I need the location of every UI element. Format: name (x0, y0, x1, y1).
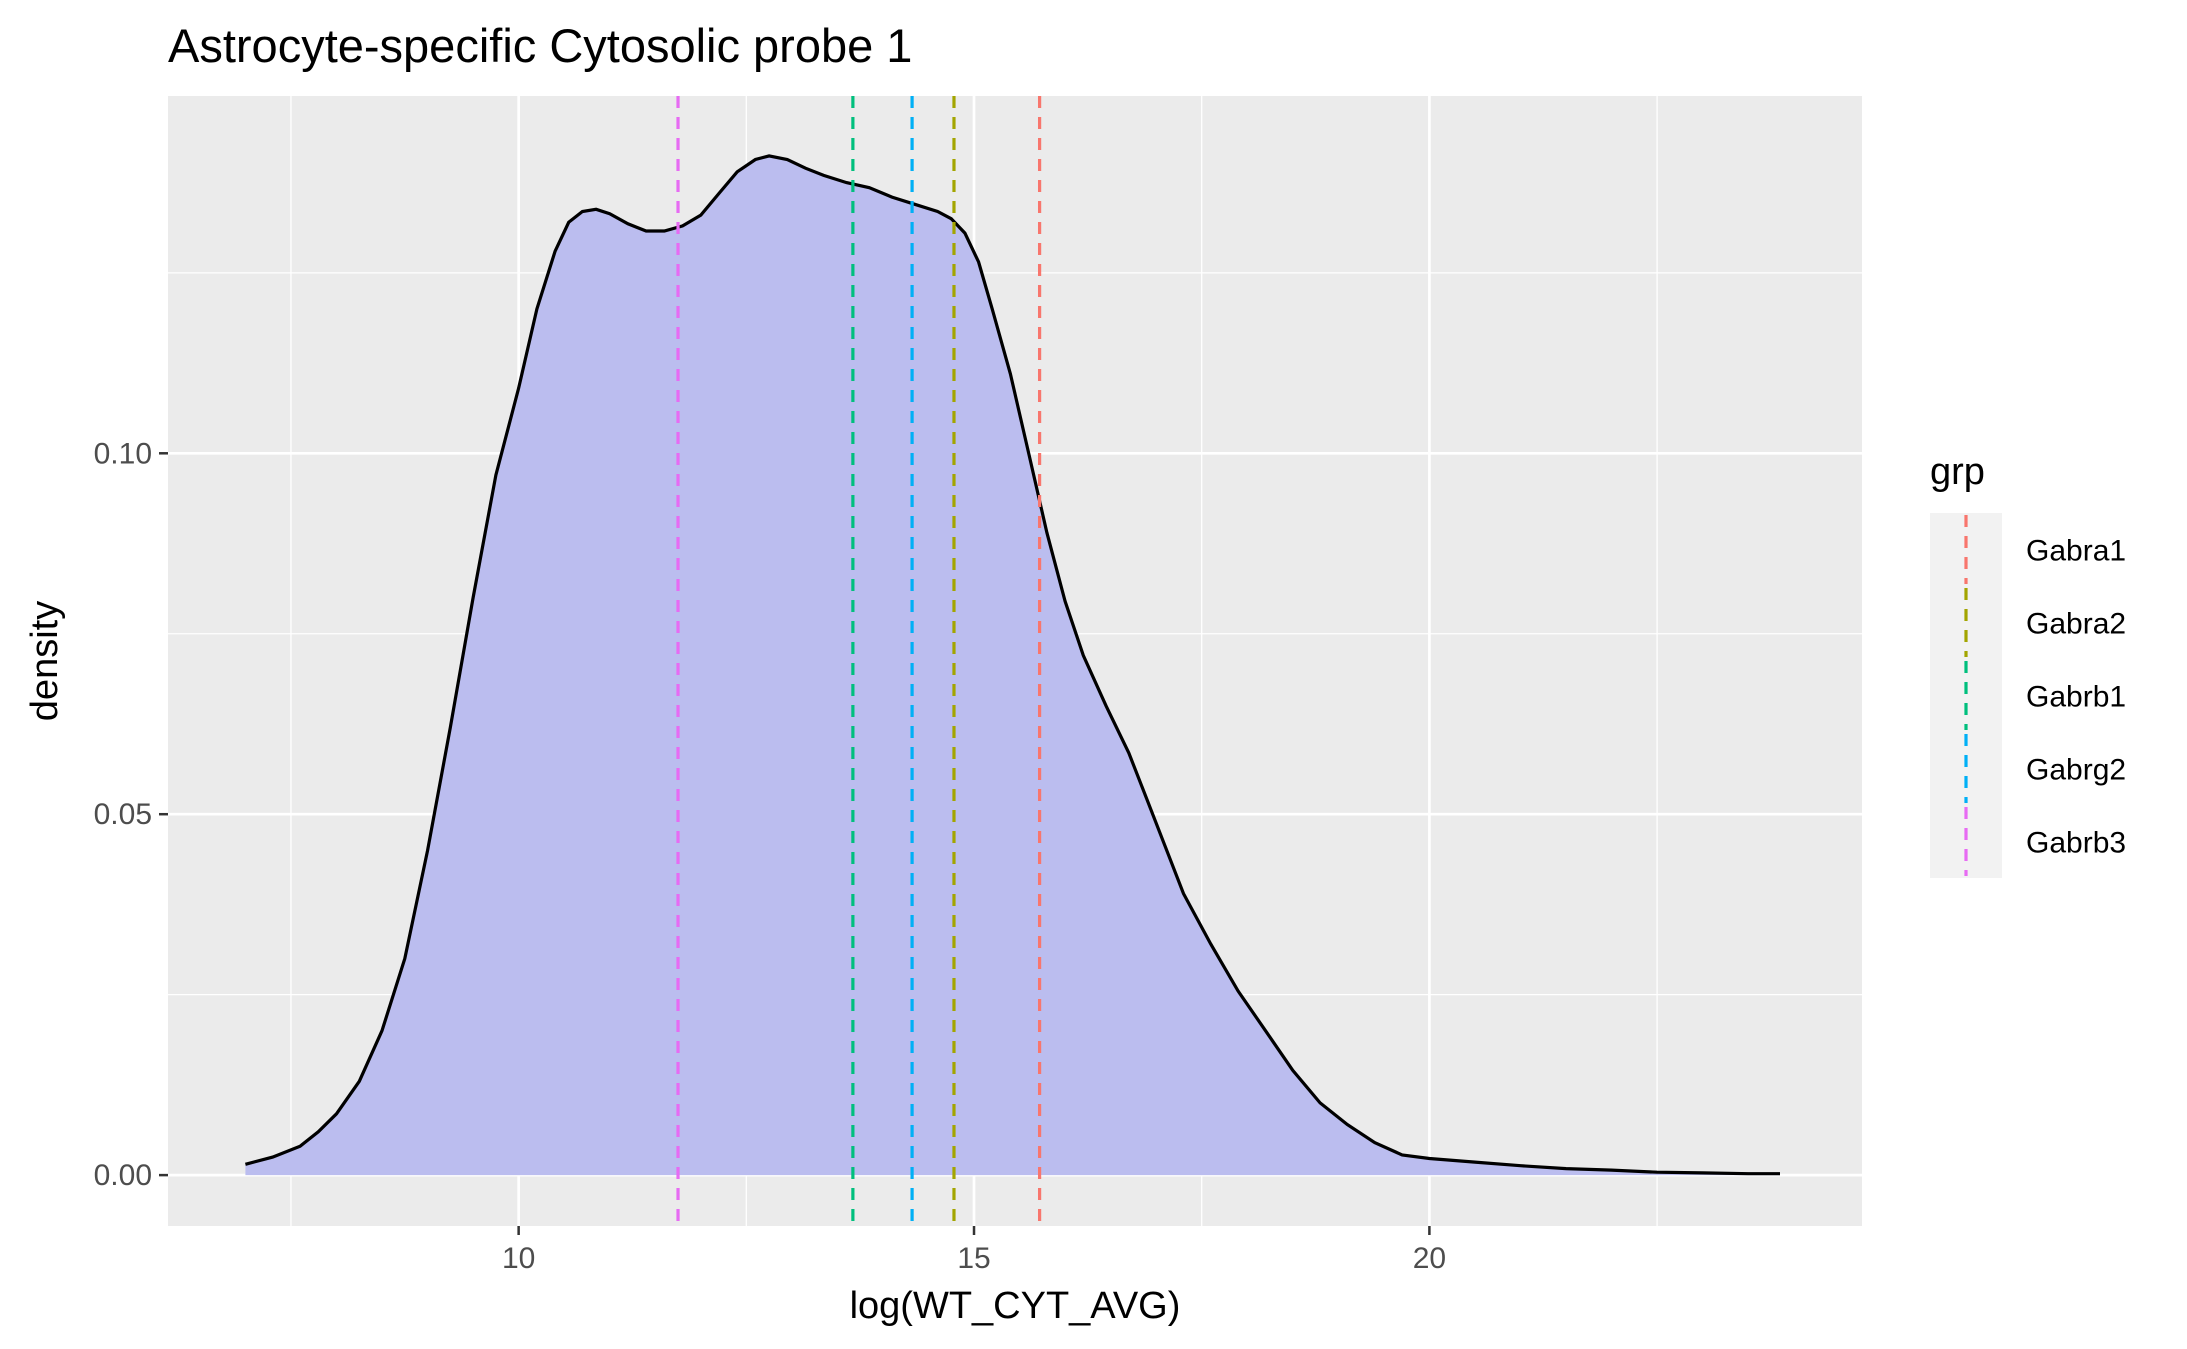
density-curve (244, 154, 1780, 1176)
chart-title: Astrocyte-specific Cytosolic probe 1 (168, 19, 912, 72)
legend-label: Gabrg2 (2026, 754, 2126, 787)
y-axis-title: density (24, 601, 66, 721)
legend-label: Gabrb3 (2026, 827, 2126, 860)
legend-label: Gabra1 (2026, 535, 2126, 568)
x-axis-title: log(WT_CYT_AVG) (850, 1285, 1181, 1327)
x-tick-label: 20 (1413, 1242, 1446, 1275)
y-tick-label: 0.00 (94, 1159, 152, 1192)
y-tick-label: 0.05 (94, 798, 152, 831)
legend-label: Gabra2 (2026, 608, 2126, 641)
x-tick-label: 15 (957, 1242, 990, 1275)
y-axis: 0.00 0.05 0.10 (94, 437, 168, 1192)
density-area (245, 155, 1780, 1176)
y-tick-label: 0.10 (94, 437, 152, 470)
x-axis: 10 15 20 (502, 1226, 1446, 1275)
x-tick-label: 10 (502, 1242, 535, 1275)
legend: grp Gabra1 Gabra2 Gabrb1 Gabrg2 Gabrb3 (1930, 451, 2126, 878)
legend-title: grp (1930, 451, 1985, 493)
legend-label: Gabrb1 (2026, 681, 2126, 714)
